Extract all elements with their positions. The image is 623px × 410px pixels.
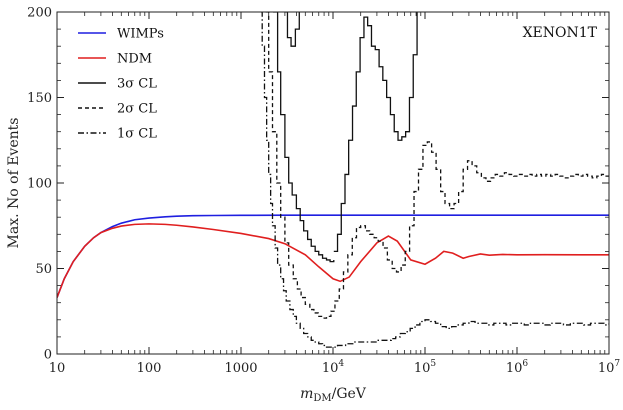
x-tick-label: 10: [49, 361, 66, 376]
series-ndm: [57, 223, 609, 298]
legend-label-cl3: 3σ CL: [117, 77, 157, 92]
x-axis-label: mDM/GeV: [300, 386, 367, 404]
series-cl3_right: [333, 12, 418, 253]
x-tick-label: 104: [322, 359, 345, 376]
x-tick-label-base: 10: [598, 361, 615, 376]
y-tick-label: 50: [35, 262, 52, 277]
y-axis-label: Max. No of Events: [6, 118, 22, 249]
x-tick-label: 100: [137, 361, 162, 376]
series-wimps: [57, 214, 609, 298]
y-tick-label: 100: [27, 177, 52, 192]
legend-label-cl2: 2σ CL: [117, 102, 157, 117]
x-tick-label: 1000: [224, 361, 257, 376]
plot-area: [57, 12, 609, 348]
x-tick-label-base: 10: [506, 361, 523, 376]
legend-label-wimps: WIMPs: [117, 27, 164, 42]
x-tick-label-exp: 5: [430, 359, 436, 369]
x-axis-label-tail: /GeV: [332, 386, 367, 402]
x-tick-label-base: 10: [322, 361, 339, 376]
x-axis-label-sub: DM: [313, 393, 331, 404]
legend-label-cl1: 1σ CL: [117, 127, 157, 142]
x-tick-label: 105: [414, 359, 437, 376]
series-cl3_left: [273, 12, 335, 263]
y-tick-label: 150: [27, 91, 52, 106]
series-cl2: [265, 12, 609, 319]
x-tick-label: 107: [598, 359, 621, 376]
x-tick-label-exp: 6: [522, 359, 528, 369]
y-tick-label: 200: [27, 6, 52, 21]
x-tick-label-base: 10: [414, 361, 431, 376]
x-tick-label-exp: 7: [614, 359, 620, 369]
x-tick-label-exp: 4: [338, 359, 344, 369]
legend-label-ndm: NDM: [117, 52, 152, 67]
y-tick-label: 0: [44, 348, 52, 363]
x-axis-label-main: m: [300, 386, 313, 402]
x-tick-label: 106: [506, 359, 529, 376]
legend: WIMPs NDM 3σ CL 2σ CL 1σ CL: [78, 27, 164, 142]
series-cl3_inner: [284, 12, 300, 47]
series-cl1: [261, 12, 609, 348]
experiment-annotation: XENON1T: [523, 25, 598, 41]
